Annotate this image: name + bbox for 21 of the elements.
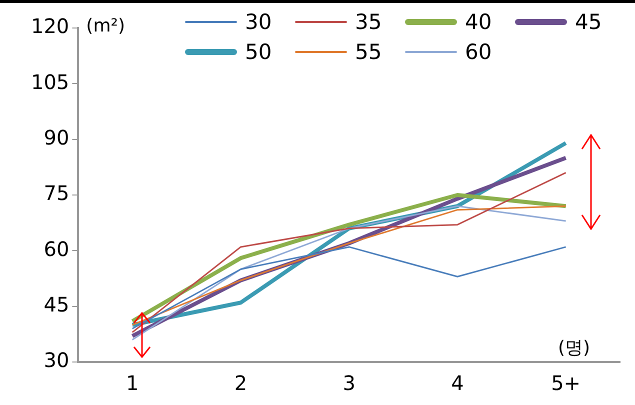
y-axis-title: (m²) — [86, 16, 125, 37]
y-tick-label: 60 — [44, 236, 70, 261]
legend-label: 60 — [465, 40, 492, 64]
legend-label: 35 — [355, 10, 382, 34]
x-axis-title: (명) — [558, 338, 590, 359]
y-tick-label: 30 — [44, 348, 70, 372]
y-tick-label: 120 — [30, 14, 70, 38]
legend-label: 45 — [575, 10, 602, 34]
x-tick-label: 3 — [342, 371, 356, 396]
legend-label: 40 — [465, 10, 492, 34]
x-tick-label: 5+ — [551, 371, 581, 396]
legend-label: 50 — [245, 40, 272, 64]
y-tick-label: 45 — [44, 292, 70, 317]
legend-label: 30 — [245, 10, 272, 34]
y-tick-label: 75 — [44, 181, 70, 206]
y-tick-label: 90 — [44, 126, 70, 150]
x-tick-label: 1 — [126, 371, 139, 396]
x-tick-label: 4 — [451, 371, 464, 396]
x-tick-label: 2 — [234, 371, 248, 396]
y-tick-label: 105 — [30, 70, 70, 94]
legend-label: 55 — [355, 40, 382, 64]
